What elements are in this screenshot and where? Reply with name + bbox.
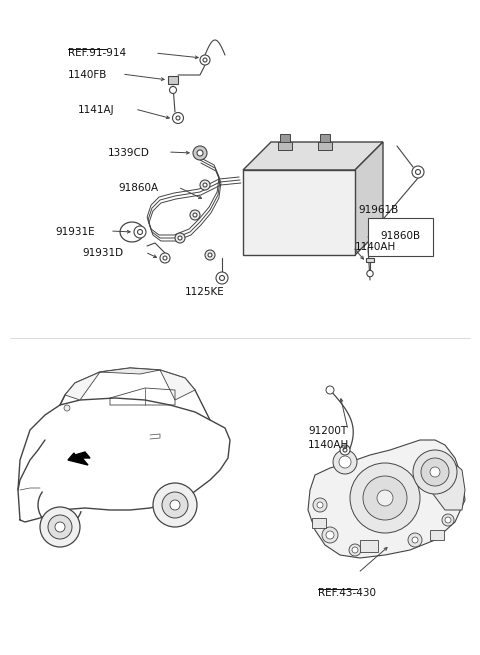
Polygon shape [355,142,383,255]
Circle shape [219,276,225,280]
Circle shape [160,253,170,263]
Circle shape [190,210,200,220]
Circle shape [421,458,449,486]
Bar [430,530,444,540]
Text: 1339CD: 1339CD [108,148,150,158]
Bar [318,142,332,150]
Circle shape [48,515,72,539]
Bar [278,142,292,150]
Circle shape [367,271,373,277]
Text: REF.43-430: REF.43-430 [318,588,376,598]
Circle shape [175,233,185,243]
Circle shape [349,544,361,556]
Circle shape [153,483,197,527]
Text: 91860B: 91860B [380,231,420,241]
Circle shape [162,492,188,518]
Text: 1141AJ: 1141AJ [78,105,115,115]
Polygon shape [100,368,160,374]
Text: 91961B: 91961B [358,205,398,215]
Circle shape [208,253,212,257]
Circle shape [203,58,207,62]
Bar [366,257,374,263]
Text: 91200T: 91200T [308,426,347,436]
Circle shape [317,502,323,508]
Circle shape [340,445,350,455]
Circle shape [322,527,338,543]
Circle shape [55,522,65,532]
Circle shape [178,236,182,240]
Text: 1140FB: 1140FB [68,70,108,80]
Circle shape [200,180,210,190]
Text: 1140AH: 1140AH [355,242,396,252]
Polygon shape [243,142,383,170]
Text: 91931D: 91931D [82,248,123,258]
Circle shape [442,514,454,526]
Circle shape [137,229,143,234]
Text: 1125KE: 1125KE [185,287,225,297]
Polygon shape [430,460,465,510]
Circle shape [134,226,146,238]
Circle shape [350,463,420,533]
Circle shape [352,547,358,553]
Circle shape [326,386,334,394]
Circle shape [200,55,210,65]
Bar [320,134,330,142]
Circle shape [169,86,177,94]
Circle shape [408,533,422,547]
Circle shape [163,256,167,260]
Text: 91931E: 91931E [55,227,95,237]
Bar [168,76,178,84]
Circle shape [172,113,183,124]
Circle shape [193,146,207,160]
Circle shape [40,507,80,547]
Circle shape [193,213,197,217]
Text: REF.91-914: REF.91-914 [68,48,126,58]
Circle shape [170,500,180,510]
Polygon shape [160,370,195,400]
Circle shape [416,170,420,174]
Circle shape [197,150,203,156]
Bar [280,134,290,142]
Circle shape [216,272,228,284]
Circle shape [64,405,70,411]
Bar [368,218,433,256]
Circle shape [377,490,393,506]
Circle shape [313,498,327,512]
Bar [312,518,326,528]
Circle shape [205,250,215,260]
Circle shape [412,166,424,178]
Circle shape [203,183,207,187]
Circle shape [430,467,440,477]
Circle shape [339,456,351,468]
Circle shape [413,450,457,494]
Circle shape [363,476,407,520]
Bar [360,540,378,552]
Circle shape [412,537,418,543]
Text: 1140AH: 1140AH [308,440,349,450]
Circle shape [176,116,180,120]
Text: 91860A: 91860A [118,183,158,193]
Circle shape [445,517,451,523]
Polygon shape [68,452,90,465]
Polygon shape [308,440,465,558]
Circle shape [343,448,347,452]
Circle shape [326,531,334,539]
Circle shape [333,450,357,474]
Polygon shape [65,372,100,400]
Bar [243,170,355,255]
